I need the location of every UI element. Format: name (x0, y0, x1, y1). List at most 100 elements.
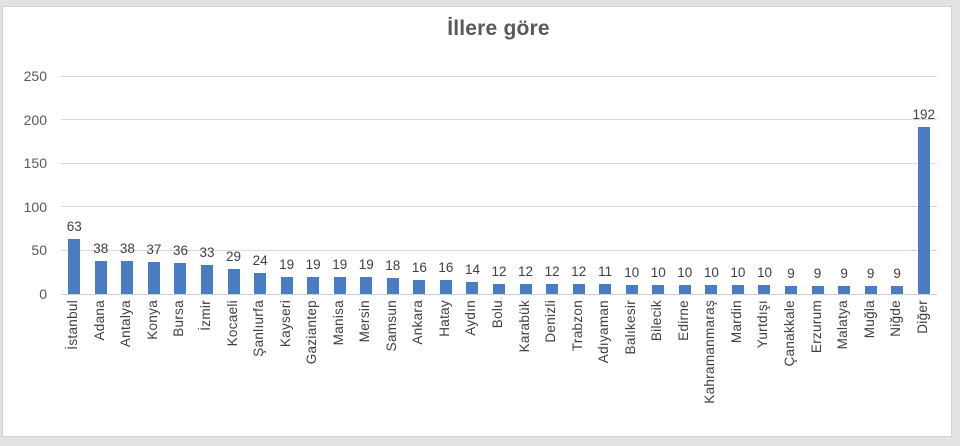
bar-value-label: 38 (93, 240, 109, 256)
bar-value-label: 24 (252, 253, 268, 269)
gridline (61, 119, 937, 121)
bar (121, 260, 134, 294)
bar-value-label: 10 (650, 265, 666, 281)
bar-value-label: 16 (438, 260, 454, 276)
y-tick-label: 250 (23, 68, 47, 84)
bar-value-label: 10 (730, 265, 746, 281)
bar (811, 286, 824, 294)
category-label: Aydın (463, 300, 479, 336)
category-label: Konya (144, 300, 160, 340)
bar-value-label: 63 (66, 219, 82, 235)
bar-value-label: 14 (464, 261, 480, 277)
gridline (61, 206, 937, 208)
bar-value-label: 9 (866, 266, 875, 282)
bar-chart: İllere göre 0 50 100 150 200 250 63 38 38 37 36 33… (2, 6, 952, 437)
bar (333, 277, 346, 294)
bar (227, 268, 240, 294)
bar (386, 278, 399, 294)
category-label: Bilecik (649, 300, 665, 342)
bar (174, 262, 187, 294)
plot-area: 63 38 38 37 36 33 29 24 19 19 19 19 18 16 16 14 12 12 12 12… (61, 75, 937, 295)
bar (891, 286, 904, 294)
category-label: Samsun (383, 300, 399, 352)
bar (360, 277, 373, 294)
gridline (61, 249, 937, 251)
bar (917, 126, 930, 294)
bar-value-label: 18 (385, 258, 401, 274)
y-tick-label: 100 (23, 198, 47, 215)
y-tick-label: 50 (31, 242, 47, 259)
bar (731, 285, 744, 294)
category-label: İzmir (198, 300, 213, 331)
bar-value-label: 10 (677, 265, 693, 281)
category-label: Kayseri (277, 300, 293, 348)
category-label: Karabük (516, 300, 532, 353)
bar (201, 265, 213, 294)
bar-value-label: 33 (199, 245, 215, 261)
bar (519, 283, 532, 294)
bar (68, 239, 81, 294)
bar-value-label: 16 (411, 260, 427, 276)
bar-value-label: 11 (598, 264, 613, 280)
bar-value-label: 36 (172, 242, 188, 258)
bar (572, 283, 585, 294)
gridline (61, 162, 937, 164)
category-label: Muğla (861, 300, 877, 339)
bar-value-label: 9 (813, 266, 822, 282)
bar (147, 261, 160, 294)
bar-value-label: 12 (518, 263, 534, 279)
bar-value-label: 19 (332, 257, 348, 273)
category-label: Hatay (436, 300, 452, 337)
bar-value-label: 19 (279, 257, 295, 273)
category-label: Trabzon (569, 300, 585, 352)
category-label: Ankara (410, 300, 426, 345)
category-label: Adana (91, 300, 107, 341)
bar (466, 281, 479, 294)
bar-value-label: 9 (893, 266, 901, 282)
bar (652, 285, 665, 294)
category-label: Diğer (914, 300, 930, 334)
bar (758, 285, 771, 294)
category-label: Balıkesir (622, 300, 638, 355)
category-label: Gaziantep (304, 300, 320, 365)
bar (838, 286, 851, 294)
bar-value-label: 9 (840, 266, 848, 282)
bar (439, 280, 452, 294)
bar-value-label: 9 (787, 266, 795, 282)
category-label: Bursa (171, 300, 187, 337)
bar (625, 285, 638, 294)
bar (785, 286, 797, 294)
bar (864, 286, 877, 294)
bar-value-label: 19 (358, 257, 374, 273)
y-axis: 0 50 100 150 200 250 (3, 69, 51, 301)
category-label: Mersin (357, 300, 373, 343)
bar-value-label: 38 (119, 240, 135, 256)
category-label: Kocaeli (224, 300, 240, 347)
bar (413, 280, 426, 294)
y-tick-label: 200 (23, 111, 47, 128)
category-label: Yurtdışı (755, 300, 771, 349)
x-axis-labels: İstanbul Adana Antalya Konya Bursa İzmir Kocae… (61, 300, 937, 436)
gridline (61, 75, 937, 77)
bar (280, 277, 293, 294)
bar (493, 283, 505, 294)
bar (705, 285, 718, 294)
bar (599, 284, 612, 294)
category-label: Mardin (728, 300, 744, 344)
bar (254, 273, 267, 294)
category-label: Manisa (330, 300, 346, 346)
category-label: Şanlıurfa (251, 300, 267, 357)
category-label: Niğde (888, 300, 904, 337)
bar (94, 260, 107, 294)
category-label: İstanbul (65, 300, 81, 350)
bar-value-label: 10 (624, 265, 640, 281)
bar-value-label: 29 (226, 248, 242, 264)
y-tick-label: 150 (23, 155, 47, 172)
chart-title: İllere göre (447, 17, 550, 40)
bar-value-label: 12 (544, 263, 560, 279)
bar-value-label: 10 (703, 265, 719, 281)
bar-value-label: 10 (756, 265, 772, 281)
bar (307, 277, 320, 294)
bar-value-label: 12 (491, 263, 507, 279)
